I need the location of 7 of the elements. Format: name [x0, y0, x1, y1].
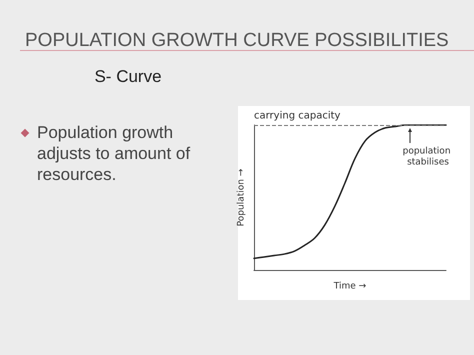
text: Population growth adjusts to amount of resources. — [37, 122, 192, 185]
y-axis-title: Population → — [236, 168, 246, 226]
annotation: population stabilises — [402, 146, 454, 168]
ref-line-label: carrying capacity — [254, 110, 341, 122]
chart-subtitle: S- Curve — [94, 67, 162, 86]
chart-title: POPULATION GROWTH CURVE POSSIBILITIES — [25, 30, 449, 51]
x-axis-title: Time → — [332, 282, 367, 292]
